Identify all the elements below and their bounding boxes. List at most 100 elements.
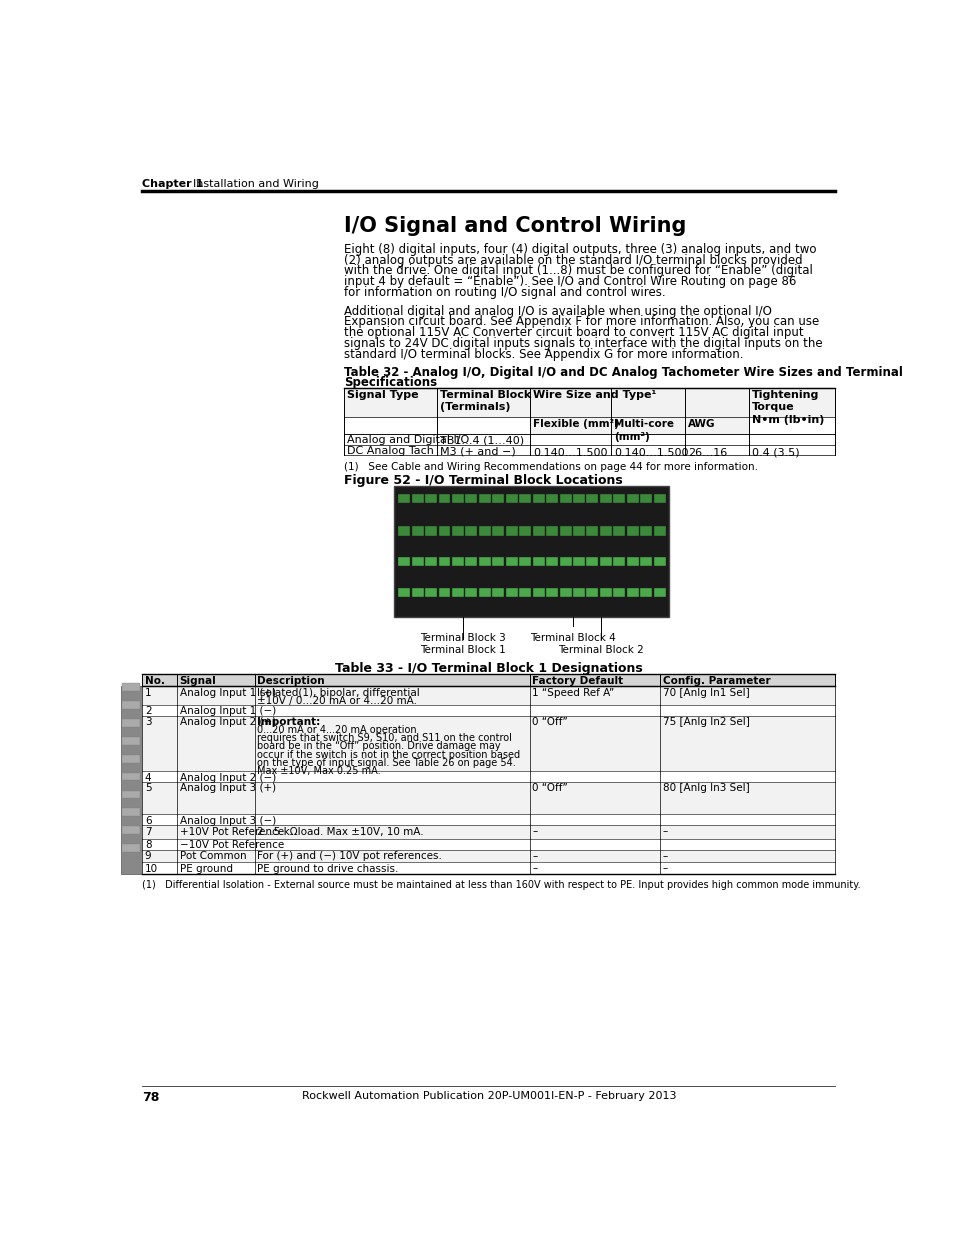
Bar (586, 588, 598, 597)
Bar (532, 494, 544, 503)
Text: occur if the switch is not in the correct position based: occur if the switch is not in the correc… (257, 750, 519, 760)
Text: Analog and Digital I/O: Analog and Digital I/O (347, 436, 469, 446)
Bar (121, 719, 140, 726)
Bar (613, 557, 624, 567)
Text: +10V Pot Reference: +10V Pot Reference (179, 826, 284, 836)
Bar (492, 588, 504, 597)
Text: 6: 6 (145, 816, 152, 826)
Bar (397, 588, 410, 597)
Text: Wire Size and Type¹: Wire Size and Type¹ (533, 390, 656, 400)
Bar (573, 494, 584, 503)
Text: 0.140…1.500: 0.140…1.500 (614, 448, 688, 458)
Text: Eight (8) digital inputs, four (4) digital outputs, three (3) analog inputs, and: Eight (8) digital inputs, four (4) digit… (344, 243, 816, 256)
Text: 3: 3 (145, 718, 152, 727)
Bar (452, 526, 463, 536)
Text: 2...5 kΩload. Max ±10V, 10 mA.: 2...5 kΩload. Max ±10V, 10 mA. (257, 826, 423, 836)
Bar (586, 526, 598, 536)
Text: PE ground to drive chassis.: PE ground to drive chassis. (257, 863, 398, 873)
Bar (748, 445, 835, 456)
Text: Expansion circuit board. See Appendix F for more information. Also, you can use: Expansion circuit board. See Appendix F … (344, 315, 819, 329)
Text: TB1…4 (1…40): TB1…4 (1…40) (439, 436, 524, 446)
Bar (478, 526, 490, 536)
Bar (599, 588, 611, 597)
Bar (586, 557, 598, 567)
Bar (611, 445, 684, 456)
Text: –: – (661, 863, 667, 873)
Text: DC Analog Tach: DC Analog Tach (347, 446, 434, 456)
Bar (545, 526, 558, 536)
Bar (142, 771, 835, 782)
Text: standard I/O terminal blocks. See Appendix G for more information.: standard I/O terminal blocks. See Append… (344, 347, 742, 361)
Text: Terminal Block 4: Terminal Block 4 (530, 632, 616, 642)
Bar (653, 494, 665, 503)
Text: the optional 115V AC Converter circuit board to convert 115V AC digital input: the optional 115V AC Converter circuit b… (344, 326, 802, 340)
Bar (505, 557, 517, 567)
Bar (425, 526, 436, 536)
Bar (626, 494, 639, 503)
Text: ±10V / 0...20 mA or 4...20 mA.: ±10V / 0...20 mA or 4...20 mA. (257, 697, 416, 706)
Bar (639, 494, 652, 503)
Text: Analog Input 2 (−): Analog Input 2 (−) (179, 773, 275, 783)
Bar (559, 557, 571, 567)
Text: Terminal Block 1: Terminal Block 1 (420, 645, 505, 655)
Text: (2) analog outputs are available on the standard I/O terminal blocks provided: (2) analog outputs are available on the … (344, 253, 801, 267)
Text: signals to 24V DC digital inputs signals to interface with the digital inputs on: signals to 24V DC digital inputs signals… (344, 337, 821, 350)
Text: Analog Input 3 (+): Analog Input 3 (+) (179, 783, 275, 793)
Text: 80 [Anlg In3 Sel]: 80 [Anlg In3 Sel] (661, 783, 748, 793)
Bar (121, 687, 142, 874)
Text: board be in the “Off” position. Drive damage may: board be in the “Off” position. Drive da… (257, 741, 500, 751)
Text: Important:: Important: (257, 718, 320, 727)
Bar (505, 526, 517, 536)
Text: (1)   See Cable and Wiring Recommendations on page 44 for more information.: (1) See Cable and Wiring Recommendations… (344, 462, 758, 472)
Text: Terminal Block
(Terminals): Terminal Block (Terminals) (439, 390, 531, 412)
Bar (545, 494, 558, 503)
Bar (425, 557, 436, 567)
Bar (412, 526, 423, 536)
Text: Table 32 - Analog I/O, Digital I/O and DC Analog Tachometer Wire Sizes and Termi: Table 32 - Analog I/O, Digital I/O and D… (344, 366, 902, 379)
Bar (545, 557, 558, 567)
Bar (530, 445, 611, 456)
Bar (452, 588, 463, 597)
Text: on the type of input signal. See Table 26 on page 54.: on the type of input signal. See Table 2… (257, 757, 516, 768)
Bar (518, 494, 531, 503)
Bar (653, 588, 665, 597)
Bar (518, 526, 531, 536)
Bar (344, 445, 436, 456)
Bar (492, 494, 504, 503)
Text: Signal: Signal (179, 676, 216, 685)
Bar (573, 557, 584, 567)
Bar (438, 557, 450, 567)
Bar (465, 588, 476, 597)
Bar (478, 494, 490, 503)
Bar (121, 683, 140, 692)
Text: requires that switch S9, S10, and S11 on the control: requires that switch S9, S10, and S11 on… (257, 734, 512, 743)
Bar (518, 588, 531, 597)
Bar (344, 388, 835, 417)
Bar (532, 588, 544, 597)
Text: Description: Description (257, 676, 324, 685)
Text: PE ground: PE ground (179, 863, 233, 873)
Text: 9: 9 (145, 851, 152, 861)
Text: Analog Input 1 (−): Analog Input 1 (−) (179, 706, 275, 716)
Text: Pot Common: Pot Common (179, 851, 246, 861)
Text: –: – (661, 826, 667, 836)
Text: Tightening
Torque
N•m (lb•in): Tightening Torque N•m (lb•in) (751, 390, 823, 425)
Bar (518, 557, 531, 567)
Text: input 4 by default = “Enable”). See I/O and Control Wire Routing on page 86: input 4 by default = “Enable”). See I/O … (344, 275, 796, 288)
Bar (626, 557, 639, 567)
Bar (559, 588, 571, 597)
Bar (142, 674, 835, 687)
Bar (545, 588, 558, 597)
Bar (559, 526, 571, 536)
Text: Flexible (mm²): Flexible (mm²) (533, 419, 618, 430)
Bar (121, 809, 140, 816)
Bar (599, 557, 611, 567)
Bar (613, 526, 624, 536)
Text: Max ±10V, Max 0.25 mA.: Max ±10V, Max 0.25 mA. (257, 766, 380, 776)
Text: Multi-core
(mm²): Multi-core (mm²) (614, 419, 674, 442)
Text: AWG: AWG (687, 419, 715, 430)
Bar (142, 850, 835, 862)
Bar (425, 588, 436, 597)
Text: Isolated(1), bipolar, differential: Isolated(1), bipolar, differential (257, 688, 419, 698)
Bar (438, 494, 450, 503)
